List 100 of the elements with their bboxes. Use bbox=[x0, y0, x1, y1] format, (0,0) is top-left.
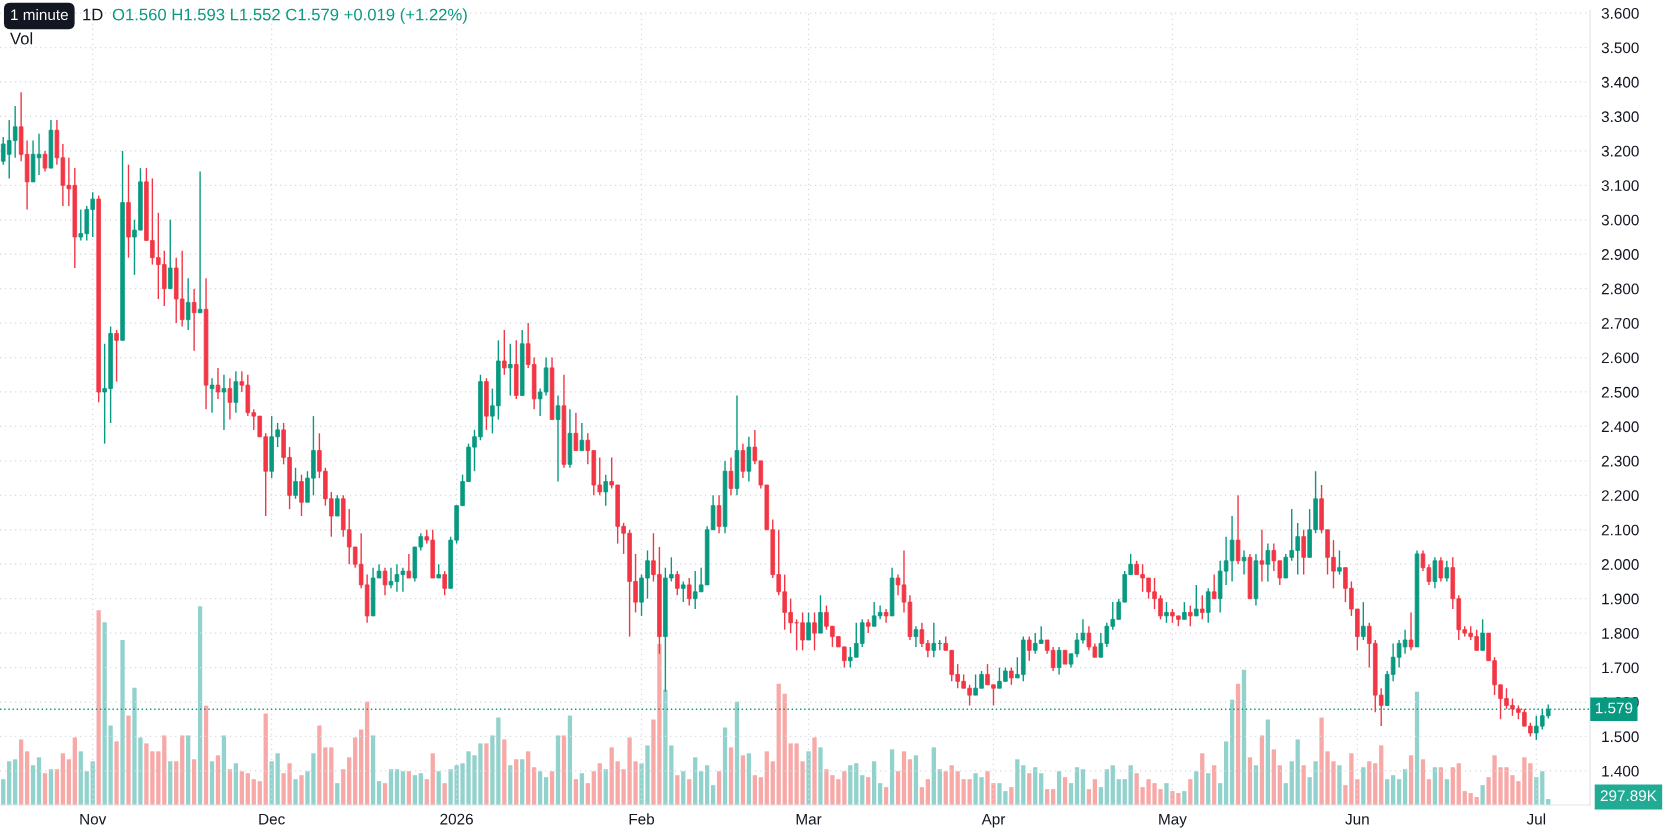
x-tick-label: Nov bbox=[80, 813, 107, 825]
candlestick bbox=[1194, 584, 1199, 617]
text: 297.89K bbox=[1600, 790, 1657, 802]
bar bbox=[263, 713, 268, 805]
bar bbox=[1027, 773, 1032, 805]
bar bbox=[18, 739, 24, 805]
candlestick bbox=[1301, 529, 1306, 576]
bar bbox=[1295, 739, 1300, 805]
candlestick bbox=[508, 343, 513, 397]
candlestick bbox=[1205, 587, 1211, 624]
bar bbox=[818, 747, 823, 805]
bar bbox=[66, 759, 71, 805]
bar bbox=[1122, 779, 1127, 805]
bar bbox=[203, 705, 209, 805]
candlestick bbox=[818, 594, 823, 634]
x-tick-label: Dec bbox=[259, 813, 285, 825]
bar bbox=[114, 741, 119, 805]
candlestick bbox=[185, 277, 191, 331]
annotation: 1 minute bbox=[11, 8, 68, 21]
candlestick bbox=[1026, 635, 1032, 662]
candlestick bbox=[442, 570, 447, 596]
bar bbox=[943, 771, 948, 805]
bar bbox=[740, 755, 746, 805]
bar bbox=[675, 775, 680, 805]
bar bbox=[1379, 745, 1384, 805]
bar bbox=[913, 755, 919, 805]
x-tick-label: Jul bbox=[1526, 813, 1546, 825]
bar bbox=[907, 759, 913, 805]
bar bbox=[603, 769, 608, 805]
bar bbox=[418, 773, 423, 805]
bar bbox=[1367, 761, 1372, 805]
bar bbox=[42, 773, 48, 805]
bar bbox=[1116, 779, 1121, 805]
bar bbox=[370, 735, 376, 805]
y-tick-label: 2.000 bbox=[1601, 559, 1639, 570]
bar bbox=[854, 763, 859, 805]
candlestick bbox=[191, 287, 197, 352]
y-tick-label: 3.500 bbox=[1601, 42, 1639, 54]
candlestick bbox=[913, 625, 919, 648]
bar bbox=[1206, 773, 1211, 805]
bar bbox=[1480, 785, 1485, 805]
bar bbox=[60, 753, 66, 805]
bar bbox=[591, 771, 596, 805]
bar bbox=[848, 765, 853, 805]
y-tick-label: 3.100 bbox=[1601, 180, 1639, 192]
bar bbox=[364, 701, 370, 805]
bar bbox=[484, 743, 489, 805]
bar bbox=[1182, 791, 1187, 805]
bar bbox=[1259, 735, 1265, 805]
candlestick bbox=[728, 456, 734, 497]
candlestick bbox=[1259, 529, 1265, 583]
candlestick bbox=[382, 566, 388, 596]
bar bbox=[1426, 779, 1432, 805]
candlestick bbox=[573, 411, 579, 452]
bar bbox=[579, 773, 585, 805]
bar bbox=[245, 773, 250, 805]
bar bbox=[1223, 741, 1229, 805]
annotation: O1.560 H1.593 L1.552 C1.579 +0.019 (+1.22%) bbox=[112, 8, 467, 24]
bar bbox=[722, 727, 728, 805]
y-tick-label: 1.700 bbox=[1602, 662, 1639, 674]
bar bbox=[126, 715, 131, 805]
bar bbox=[1009, 787, 1014, 805]
candlestick bbox=[42, 150, 48, 173]
bar bbox=[227, 769, 233, 805]
bar bbox=[949, 765, 954, 805]
bar bbox=[1110, 765, 1115, 805]
bar bbox=[549, 771, 555, 805]
bar bbox=[1092, 779, 1098, 805]
bar bbox=[1253, 765, 1259, 805]
candlestick bbox=[579, 422, 585, 452]
bar bbox=[728, 747, 734, 805]
bar bbox=[1039, 773, 1044, 805]
bar bbox=[1271, 749, 1276, 805]
bar bbox=[233, 763, 239, 805]
bar bbox=[191, 759, 197, 805]
bar bbox=[1247, 757, 1253, 805]
bar bbox=[48, 769, 54, 805]
bar bbox=[1235, 683, 1241, 805]
y-tick-label: 2.900 bbox=[1601, 249, 1639, 260]
bar bbox=[609, 747, 614, 805]
candlestick bbox=[681, 580, 686, 603]
bar bbox=[186, 735, 191, 805]
bar bbox=[704, 765, 710, 805]
bar bbox=[359, 729, 364, 805]
bar bbox=[1420, 759, 1426, 805]
bar bbox=[1265, 719, 1271, 805]
bar bbox=[889, 749, 895, 805]
bar bbox=[400, 771, 406, 805]
bar bbox=[168, 761, 173, 805]
bar bbox=[430, 753, 435, 805]
candlestick bbox=[883, 608, 889, 624]
bar bbox=[567, 715, 573, 805]
x-tick-label: Feb bbox=[629, 813, 655, 825]
bar bbox=[120, 640, 125, 805]
bar bbox=[13, 759, 18, 805]
bar bbox=[7, 761, 12, 805]
bar bbox=[573, 779, 579, 805]
bar bbox=[1289, 761, 1294, 805]
bar bbox=[376, 781, 382, 805]
bar bbox=[406, 771, 412, 805]
